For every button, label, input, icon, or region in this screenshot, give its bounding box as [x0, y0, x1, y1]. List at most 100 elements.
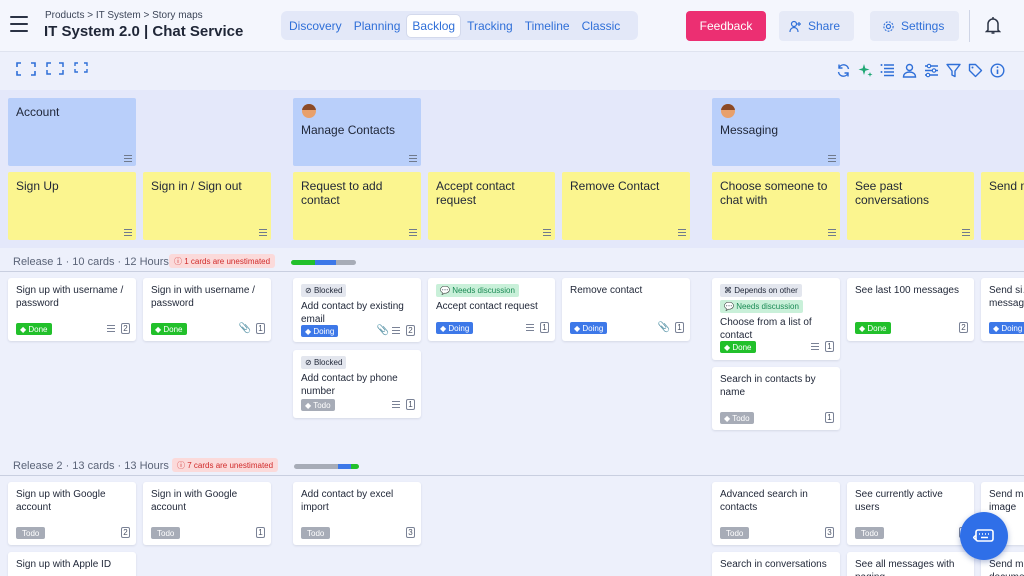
- card-menu-icon[interactable]: [409, 155, 417, 162]
- story-card[interactable]: Advanced search in contacts Todo 3: [712, 482, 840, 545]
- story-card[interactable]: Add contact by excel import Todo 3: [293, 482, 421, 545]
- attachment-icon: 📎: [376, 325, 389, 336]
- expand-medium-icon[interactable]: [46, 62, 64, 75]
- block-icon: ⊘: [305, 286, 314, 295]
- estimate-count: 1: [675, 322, 684, 333]
- task-card[interactable]: Sign in / Sign out: [143, 172, 271, 240]
- task-card[interactable]: Sign Up: [8, 172, 136, 240]
- keyboard-shortcuts-button[interactable]: [960, 512, 1008, 560]
- collapse-icon[interactable]: [74, 62, 88, 73]
- tab-classic[interactable]: Classic: [581, 18, 621, 33]
- activity-card[interactable]: Account: [8, 98, 136, 166]
- tag-text: Needs discussion: [452, 286, 515, 295]
- story-card[interactable]: Search in contacts by name ◆ Todo 1: [712, 367, 840, 430]
- story-card[interactable]: See all messages with paging: [847, 552, 974, 576]
- story-title: Add contact by phone number: [301, 373, 398, 397]
- story-card[interactable]: Sign up with Google account Todo 2: [8, 482, 136, 545]
- status-badge: Todo: [151, 527, 181, 539]
- card-menu-icon[interactable]: [124, 229, 132, 236]
- story-title: Send m… image: [989, 489, 1024, 513]
- refresh-icon[interactable]: [836, 63, 851, 78]
- story-title: Remove contact: [570, 285, 643, 296]
- tag-icon[interactable]: [968, 63, 983, 78]
- estimate-count: 1: [540, 322, 549, 333]
- story-card[interactable]: ⊘ Blocked Add contact by existing email …: [293, 278, 421, 342]
- story-card[interactable]: Send si… messag… ◆ Doing: [981, 278, 1024, 341]
- breadcrumb[interactable]: Products > IT System > Story maps: [45, 10, 203, 21]
- tab-tracking[interactable]: Tracking: [467, 18, 513, 33]
- status-text: Todo: [732, 414, 750, 423]
- story-card[interactable]: ⌘ Depends on other 💬 Needs discussion Ch…: [712, 278, 840, 360]
- task-card[interactable]: See past conversations: [847, 172, 974, 240]
- sliders-icon[interactable]: [924, 63, 939, 78]
- release-header[interactable]: Release 2 · 13 cards · 13 Hours ⓘ 7 card…: [0, 456, 1024, 476]
- tab-timeline[interactable]: Timeline: [524, 18, 570, 33]
- card-menu-icon[interactable]: [543, 229, 551, 236]
- gear-icon: [883, 20, 894, 32]
- sparkle-icon[interactable]: [858, 63, 873, 78]
- person-icon[interactable]: [902, 63, 917, 78]
- feedback-button[interactable]: Feedback: [686, 11, 766, 41]
- card-menu-icon[interactable]: [409, 229, 417, 236]
- story-card[interactable]: Sign up with Apple ID: [8, 552, 136, 576]
- activity-card[interactable]: Messaging: [712, 98, 840, 166]
- story-card[interactable]: See currently active users Todo 1: [847, 482, 974, 545]
- story-card[interactable]: Sign up with username / password ◆ Done …: [8, 278, 136, 341]
- tab-discovery[interactable]: Discovery: [289, 18, 342, 33]
- task-title: Accept contact request: [436, 179, 515, 207]
- tag-text: Depends on other: [734, 286, 798, 295]
- progress-todo: [294, 464, 339, 469]
- hamburger-menu-icon[interactable]: [10, 16, 28, 32]
- card-menu-icon[interactable]: [828, 155, 836, 162]
- status-badge: Todo: [720, 527, 750, 539]
- story-card[interactable]: Sign in with Google account Todo 1: [143, 482, 271, 545]
- release-header[interactable]: Release 1 · 10 cards · 12 Hours ⓘ 1 card…: [0, 252, 1024, 272]
- task-title: Send m… Receiv…: [989, 179, 1024, 193]
- story-title: Sign in with Google account: [151, 489, 238, 513]
- story-card[interactable]: Remove contact ◆ Doing 📎 1: [562, 278, 690, 341]
- activity-title: Account: [16, 105, 60, 119]
- task-card[interactable]: Send m… Receiv…: [981, 172, 1024, 240]
- activity-title: Manage Contacts: [301, 123, 396, 137]
- story-title: Sign up with Apple ID: [16, 559, 112, 570]
- tag-text: Needs discussion: [736, 302, 799, 311]
- story-title: Sign up with Google account: [16, 489, 106, 513]
- tab-planning[interactable]: Planning: [353, 18, 401, 33]
- block-icon: ⊘: [305, 358, 314, 367]
- task-card[interactable]: Accept contact request: [428, 172, 555, 240]
- list-icon[interactable]: [880, 63, 895, 78]
- status-text: Todo: [313, 401, 331, 410]
- bell-icon[interactable]: [985, 16, 1001, 35]
- story-card[interactable]: 💬 Needs discussion Accept contact reques…: [428, 278, 555, 341]
- dependency-icon: ⌘: [724, 286, 735, 295]
- task-title: Choose someone to chat with: [720, 179, 828, 207]
- story-card[interactable]: ⊘ Blocked Add contact by phone number ◆ …: [293, 350, 421, 418]
- story-card[interactable]: Sign in with username / password ◆ Done …: [143, 278, 271, 341]
- top-header: Products > IT System > Story maps IT Sys…: [0, 0, 1024, 52]
- task-card[interactable]: Remove Contact: [562, 172, 690, 240]
- task-card[interactable]: Choose someone to chat with: [712, 172, 840, 240]
- card-menu-icon[interactable]: [124, 155, 132, 162]
- status-badge: ◆ Doing: [436, 322, 474, 334]
- status-badge: ◆ Done: [151, 323, 187, 335]
- info-icon[interactable]: [990, 63, 1005, 78]
- estimate-count: 2: [121, 527, 130, 538]
- filter-icon[interactable]: [946, 63, 961, 78]
- task-card[interactable]: Request to add contact: [293, 172, 421, 240]
- share-button[interactable]: Share: [779, 11, 854, 41]
- needs-discussion-tag: 💬 Needs discussion: [720, 300, 803, 313]
- status-badge: ◆ Done: [855, 322, 891, 334]
- settings-button[interactable]: Settings: [870, 11, 959, 41]
- card-menu-icon[interactable]: [259, 229, 267, 236]
- story-title: Add contact by excel import: [301, 489, 394, 513]
- story-title: See last 100 messages: [855, 285, 959, 296]
- story-card[interactable]: Search in conversations: [712, 552, 840, 576]
- expand-all-icon[interactable]: [16, 62, 36, 76]
- card-menu-icon[interactable]: [962, 229, 970, 236]
- activity-card[interactable]: Manage Contacts: [293, 98, 421, 166]
- tab-backlog[interactable]: Backlog: [407, 14, 461, 37]
- card-menu-icon[interactable]: [828, 229, 836, 236]
- story-card[interactable]: See last 100 messages ◆ Done 2: [847, 278, 974, 341]
- card-menu-icon[interactable]: [678, 229, 686, 236]
- status-text: Doing: [1001, 324, 1023, 333]
